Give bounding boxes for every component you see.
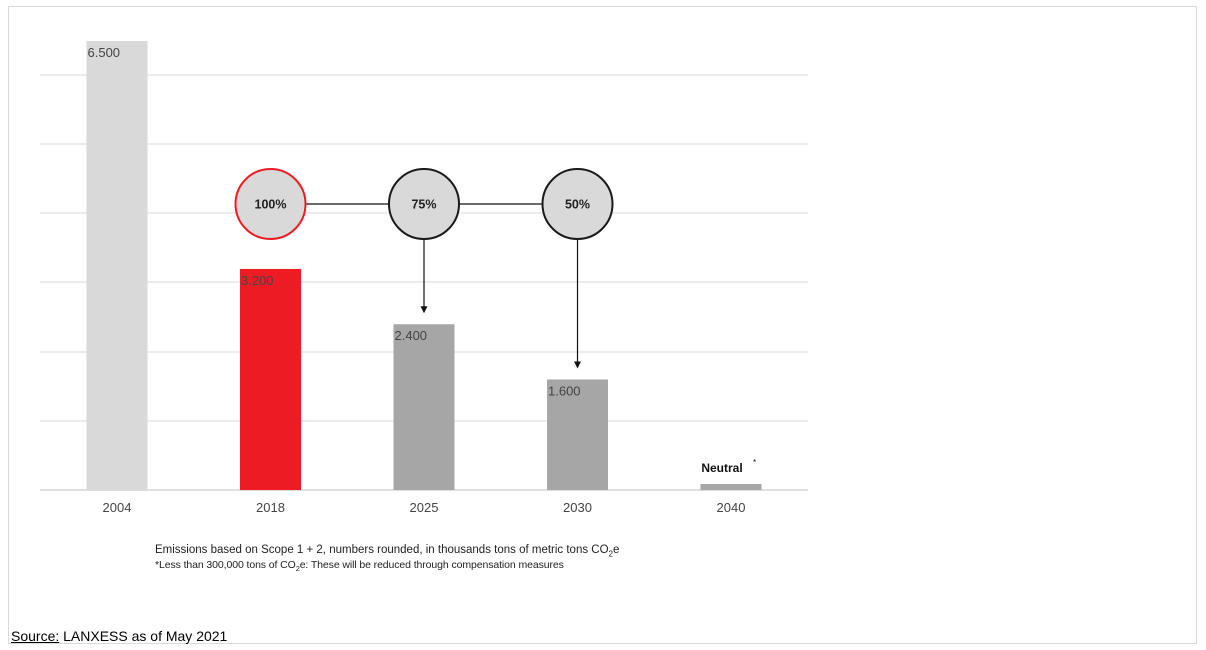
- category-label-2030: 2030: [563, 500, 592, 515]
- category-label-2025: 2025: [410, 500, 439, 515]
- source-text: LANXESS as of May 2021: [59, 628, 228, 644]
- value-label-2040: Neutral: [701, 461, 742, 475]
- source-line: Source: LANXESS as of May 2021: [11, 628, 227, 644]
- target-circle-2025: [388, 168, 460, 240]
- target-arrow-head: [574, 361, 581, 369]
- emissions-note-sub: 2: [608, 549, 614, 559]
- bar-2025: [393, 324, 455, 490]
- target-circle-2030: [541, 168, 614, 240]
- target-label-2030: 50%: [565, 198, 590, 212]
- emissions-note-text: Emissions based on Scope 1 + 2, numbers …: [155, 544, 609, 556]
- emissions-note-suffix: e: [613, 544, 620, 556]
- target-label-2025: 75%: [411, 198, 436, 212]
- chart-frame: [8, 6, 1197, 644]
- bar-2030: [547, 379, 608, 490]
- value-label-2030: 1.600: [548, 383, 581, 398]
- footnote-text: *Less than 300,000 tons of CO: [155, 559, 296, 571]
- bar-2004: [86, 41, 148, 490]
- category-label-2004: 2004: [103, 500, 132, 515]
- category-label-2018: 2018: [256, 500, 285, 515]
- value-label-marker: *: [753, 458, 756, 467]
- target-label-2018: 100%: [255, 198, 287, 212]
- footnote-sub: 2: [295, 564, 300, 574]
- value-label-2025: 2.400: [395, 328, 428, 343]
- value-label-2018: 3.200: [241, 273, 274, 288]
- bar-2018: [240, 268, 301, 490]
- target-arrow-head: [420, 306, 428, 314]
- value-label-2004: 6.500: [88, 45, 121, 60]
- target-circle-2018: [234, 168, 307, 240]
- bar-2040: [700, 484, 762, 490]
- emissions-note: Emissions based on Scope 1 + 2, numbers …: [155, 544, 619, 558]
- footnote: *Less than 300,000 tons of CO2e: These w…: [155, 559, 564, 573]
- category-label-2040: 2040: [717, 500, 746, 515]
- footnote-suffix: e: These will be reduced through compens…: [299, 559, 564, 571]
- source-label: Source:: [11, 628, 60, 644]
